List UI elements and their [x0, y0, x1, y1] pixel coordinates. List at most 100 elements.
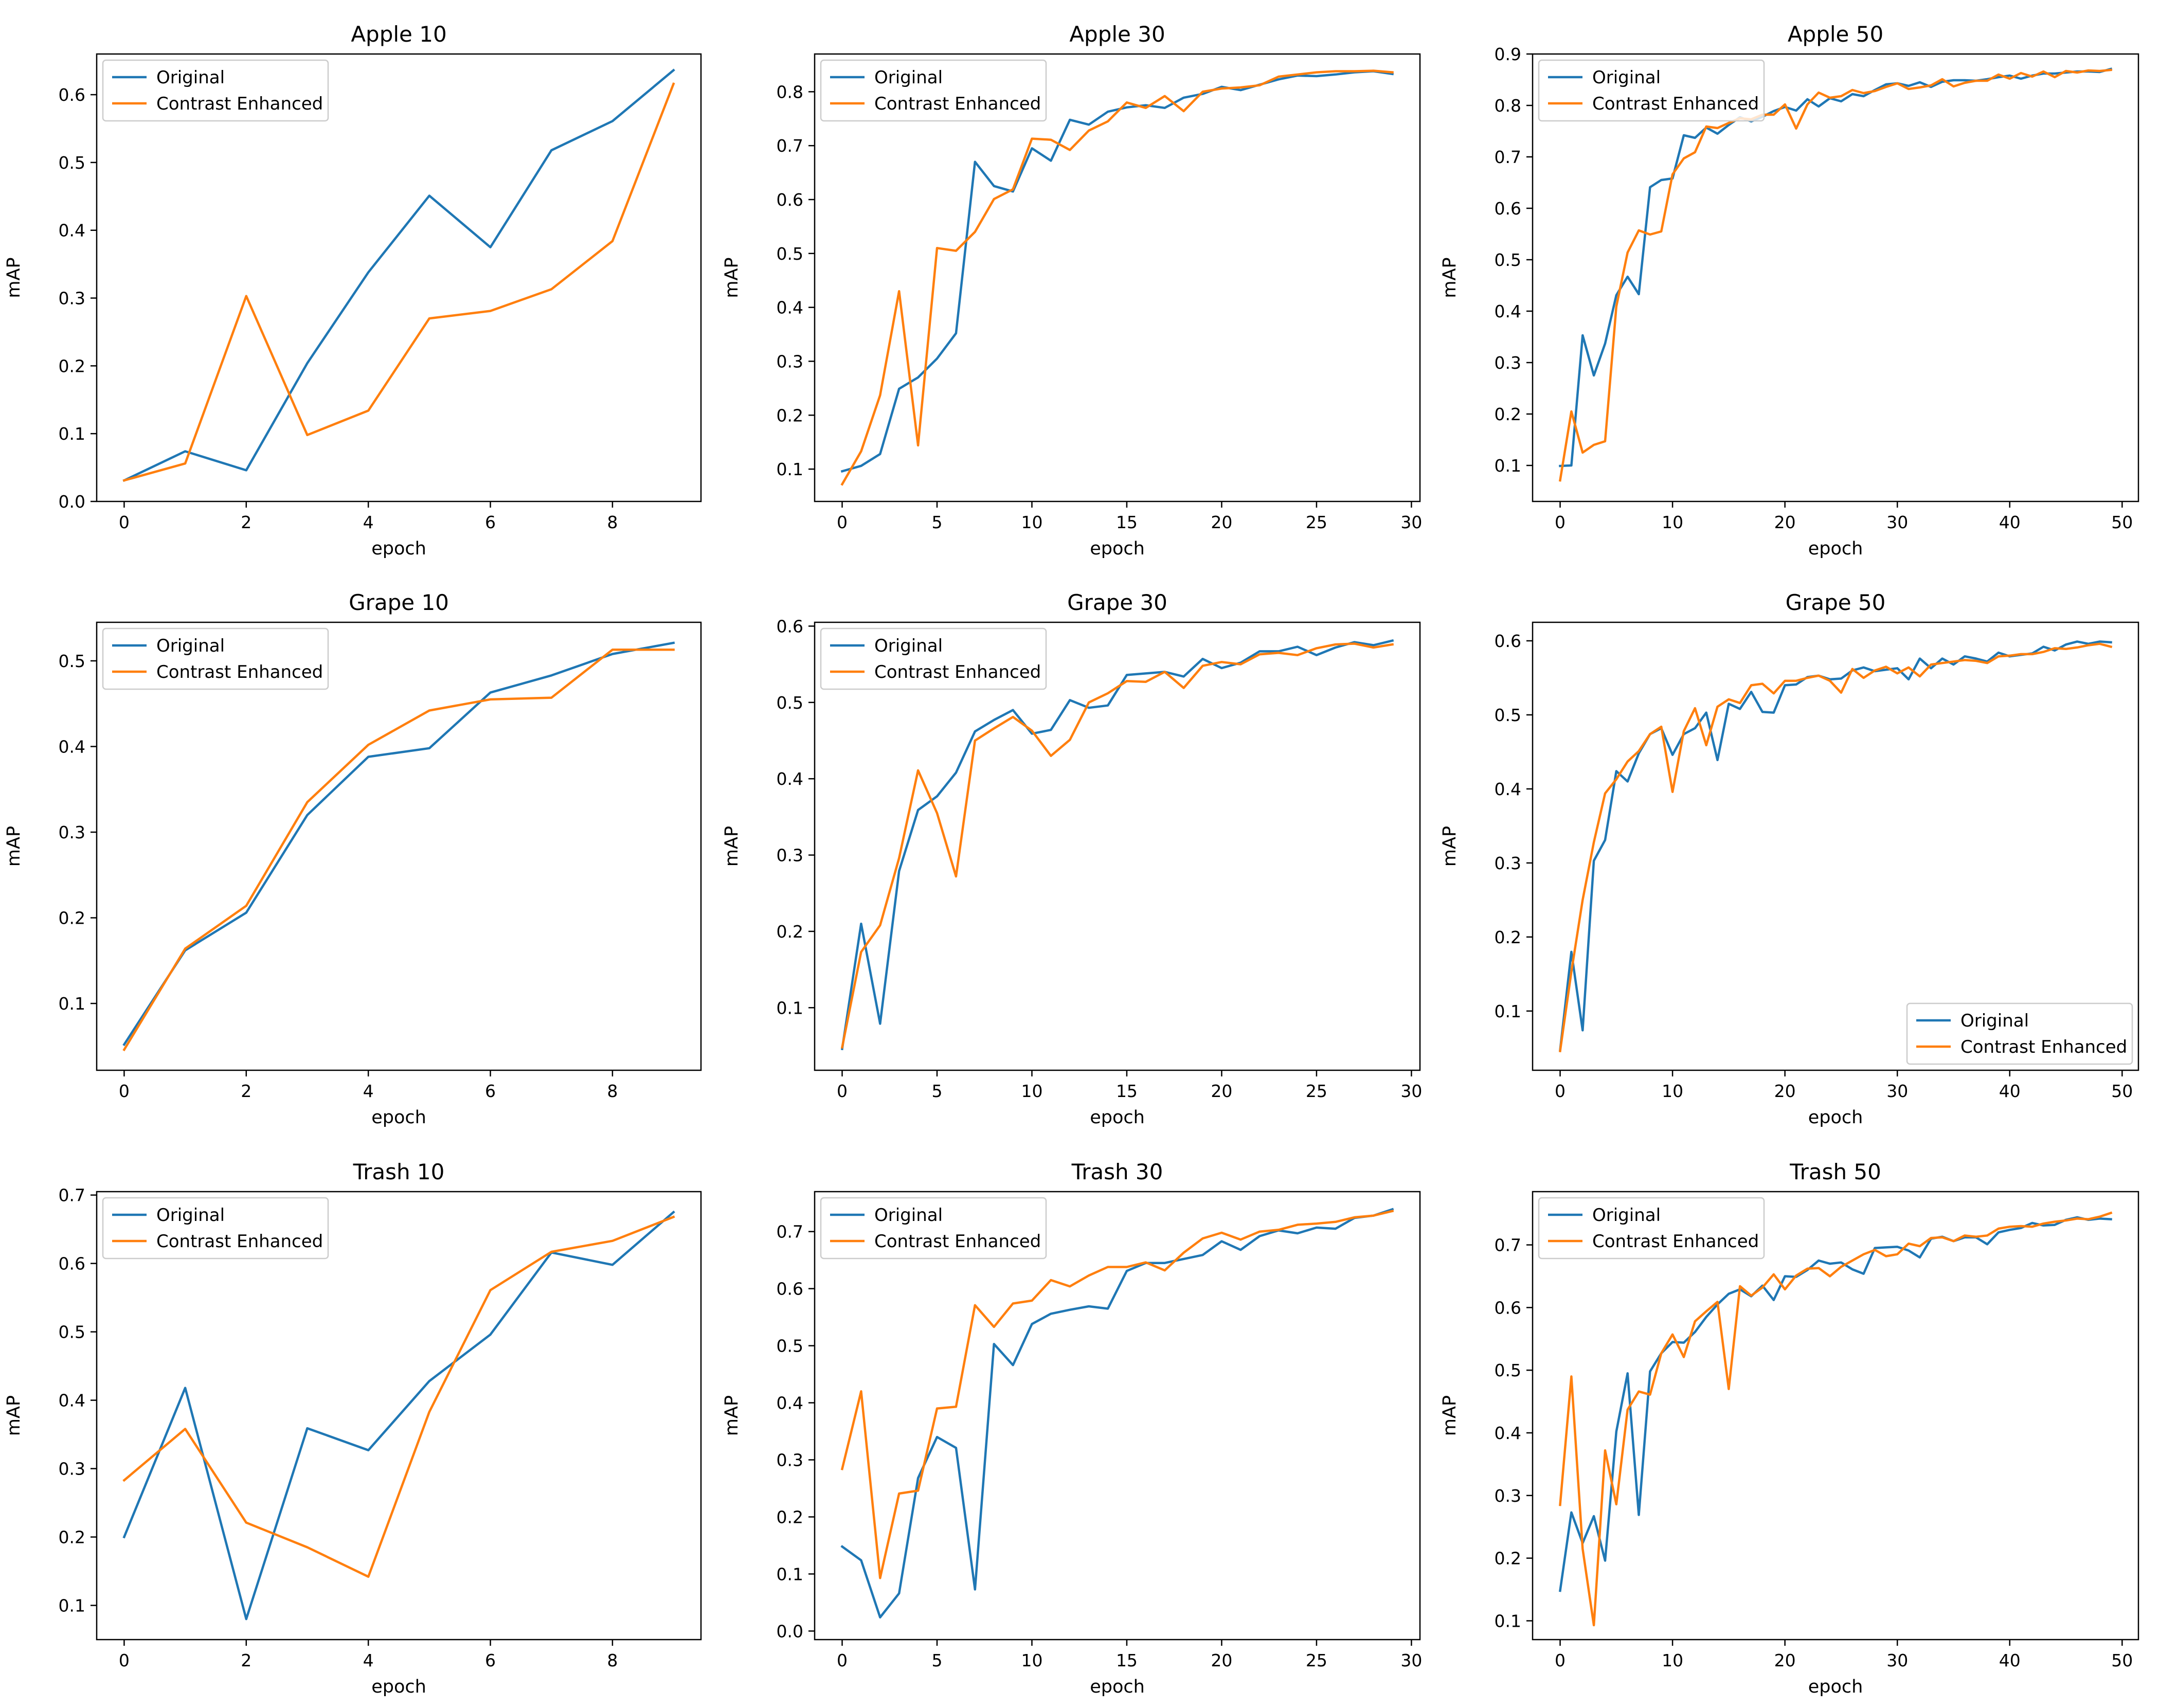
y-tick-label: 0.5	[1495, 1360, 1521, 1380]
y-tick-label: 0.6	[777, 616, 803, 636]
legend-label-contrast-enhanced: Contrast Enhanced	[156, 662, 323, 682]
series-line-contrast-enhanced	[122, 1215, 675, 1578]
y-tick-label: 0.2	[59, 908, 85, 928]
x-tick-label: 10	[1662, 1650, 1683, 1670]
y-tick-label: 0.0	[777, 1621, 803, 1641]
x-tick-label: 2	[241, 1650, 251, 1670]
y-tick-label: 0.3	[1495, 1486, 1521, 1506]
legend-label-contrast-enhanced: Contrast Enhanced	[1592, 94, 1759, 114]
legend: Original Contrast Enhanced	[820, 627, 1047, 690]
y-tick-label: 0.6	[777, 1279, 803, 1299]
legend: Original Contrast Enhanced	[102, 59, 329, 122]
y-tick-label: 0.2	[777, 405, 803, 425]
y-tick-label: 0.3	[59, 1459, 85, 1479]
legend-label-original: Original	[1592, 67, 1661, 88]
x-axis-label: epoch	[1090, 1107, 1145, 1128]
y-tick-label: 0.7	[1495, 147, 1521, 167]
x-tick-label: 20	[1211, 1650, 1232, 1670]
x-tick-label: 0	[119, 1081, 130, 1101]
legend: Original Contrast Enhanced	[1538, 59, 1765, 122]
y-tick-label: 0.5	[777, 693, 803, 713]
series-line-contrast-enhanced	[1558, 68, 2112, 482]
x-tick-label: 25	[1306, 1081, 1327, 1101]
y-tick-label: 0.6	[1495, 199, 1521, 219]
x-tick-label: 4	[363, 1650, 374, 1670]
legend: Original Contrast Enhanced	[1906, 1002, 2133, 1065]
x-tick-label: 50	[2111, 1650, 2133, 1670]
legend-label-original: Original	[156, 1205, 225, 1226]
y-tick-label: 0.3	[1495, 353, 1521, 373]
y-tick-label: 0.5	[59, 1322, 85, 1342]
x-axis-label: epoch	[1808, 1107, 1863, 1128]
x-tick-label: 40	[1999, 1650, 2021, 1670]
legend-label-contrast-enhanced: Contrast Enhanced	[874, 662, 1041, 682]
series-line-original	[1559, 67, 2113, 468]
y-tick-label: 0.8	[777, 82, 803, 102]
y-axis-label: mAP	[1440, 826, 1460, 867]
legend-box	[820, 1197, 1047, 1260]
legend-box	[1906, 1002, 2133, 1065]
axes-frame	[1532, 621, 2139, 1071]
series-line-original	[840, 70, 1394, 473]
y-tick-label: 0.4	[777, 298, 803, 318]
y-tick-label: 0.0	[59, 492, 85, 512]
y-tick-label: 0.9	[1495, 44, 1521, 64]
subplot-title: Apple 30	[1069, 22, 1165, 47]
y-axis-label: mAP	[722, 257, 742, 298]
y-tick-label: 0.5	[1495, 705, 1521, 725]
y-tick-label: 0.6	[59, 1254, 85, 1274]
series-line-contrast-enhanced	[840, 1209, 1394, 1579]
x-axis-label: epoch	[371, 538, 426, 559]
x-tick-label: 10	[1021, 512, 1042, 532]
subplot-title: Grape 50	[1786, 590, 1886, 615]
x-axis-label: epoch	[1808, 538, 1863, 559]
x-tick-label: 6	[485, 1081, 496, 1101]
x-axis-label: epoch	[1808, 1677, 1863, 1697]
legend-label-original: Original	[874, 1205, 943, 1226]
y-tick-label: 0.7	[777, 136, 803, 156]
legend-label-original: Original	[874, 67, 943, 88]
x-tick-label: 20	[1774, 1081, 1796, 1101]
axes-frame	[1532, 1191, 2139, 1641]
series-line-contrast-enhanced	[1558, 642, 2113, 1053]
subplot-grape-30: Grape 30 0 5 10 15 20 25 30 0.1 0.2 0.3 0.4 0.5 0.6 ep…	[722, 590, 1422, 1128]
y-tick-label: 0.1	[1495, 1001, 1521, 1021]
y-tick-label: 0.4	[777, 1393, 803, 1413]
x-tick-label: 20	[1211, 512, 1232, 532]
legend-box	[1538, 1197, 1765, 1260]
y-tick-label: 0.6	[1495, 631, 1521, 651]
y-axis-label: mAP	[722, 1395, 742, 1436]
x-tick-label: 2	[241, 1081, 251, 1101]
x-axis-label: epoch	[1090, 538, 1145, 559]
y-axis-label: mAP	[1440, 257, 1460, 298]
x-tick-label: 30	[1886, 1081, 1908, 1101]
x-tick-label: 20	[1774, 1650, 1796, 1670]
legend-label-original: Original	[1592, 1205, 1661, 1226]
x-tick-label: 50	[2111, 1081, 2133, 1101]
y-tick-label: 0.1	[777, 998, 803, 1018]
x-tick-label: 10	[1021, 1081, 1042, 1101]
x-tick-label: 5	[931, 1081, 942, 1101]
axes-frame	[814, 53, 1421, 502]
x-tick-label: 15	[1116, 512, 1138, 532]
x-tick-label: 25	[1306, 512, 1327, 532]
y-tick-label: 0.2	[1495, 1549, 1521, 1569]
subplot-grape-50: Grape 50 0 10 20 30 40 50 0.1 0.2 0.3 0.4 0.5 0.6 epo…	[1440, 590, 2139, 1128]
x-tick-label: 10	[1662, 512, 1683, 532]
series-line-contrast-enhanced	[840, 642, 1394, 1049]
x-tick-label: 8	[607, 512, 618, 532]
x-tick-label: 4	[363, 1081, 374, 1101]
y-tick-label: 0.5	[777, 244, 803, 264]
y-tick-label: 0.1	[1495, 456, 1521, 476]
y-axis-label: mAP	[4, 1395, 24, 1436]
y-axis-label: mAP	[4, 826, 24, 867]
legend: Original Contrast Enhanced	[1538, 1197, 1765, 1260]
x-tick-label: 20	[1774, 512, 1796, 532]
x-tick-label: 2	[241, 512, 251, 532]
subplot-trash-50: Trash 50 0 10 20 30 40 50 0.1 0.2 0.3 0.4 0.5 0.6 0.7…	[1440, 1159, 2139, 1697]
series-line-original	[840, 639, 1394, 1051]
y-tick-label: 0.2	[1495, 404, 1521, 424]
axes-frame	[814, 1191, 1421, 1641]
x-tick-label: 4	[363, 512, 374, 532]
x-axis-label: epoch	[1090, 1677, 1145, 1697]
